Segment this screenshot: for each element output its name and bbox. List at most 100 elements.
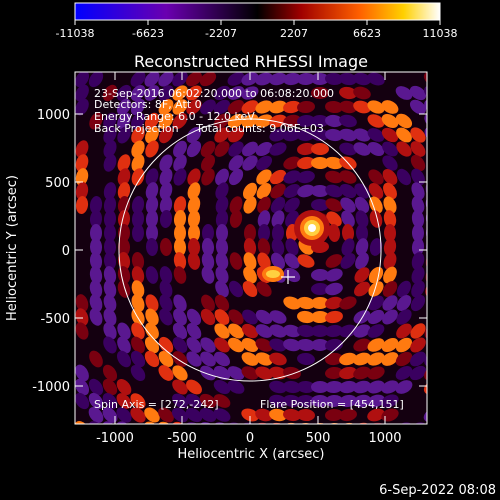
positive-lobe <box>257 196 271 214</box>
negative-lobe <box>130 98 146 116</box>
positive-lobe <box>269 100 287 114</box>
negative-lobe <box>173 294 187 312</box>
negative-lobe <box>75 72 90 88</box>
positive-lobe <box>172 85 188 101</box>
negative-lobe <box>103 140 117 158</box>
positive-lobe <box>297 310 315 324</box>
negative-lobe <box>395 366 413 380</box>
negative-lobe <box>271 238 285 256</box>
positive-lobe <box>383 224 397 242</box>
positive-lobe <box>383 238 397 256</box>
x-tick-label: -1000 <box>96 431 134 446</box>
negative-lobe <box>228 141 244 157</box>
positive-lobe <box>353 352 371 366</box>
negative-lobe <box>353 128 371 142</box>
negative-lobe <box>145 196 159 214</box>
positive-lobe <box>381 100 399 114</box>
positive-lobe <box>187 224 201 242</box>
negative-lobe <box>103 224 117 242</box>
negative-lobe <box>213 408 231 422</box>
negative-lobe <box>425 224 427 242</box>
negative-lobe <box>215 224 229 242</box>
negative-lobe <box>158 85 174 101</box>
negative-lobe <box>355 238 369 256</box>
positive-lobe <box>145 308 159 326</box>
negative-lobe <box>283 184 301 198</box>
positive-lobe <box>102 84 118 102</box>
negative-lobe <box>186 322 202 340</box>
negative-lobe <box>297 380 315 394</box>
negative-lobe <box>213 85 231 101</box>
positive-lobe <box>326 211 342 227</box>
negative-lobe <box>311 184 329 198</box>
negative-lobe <box>185 393 203 409</box>
negative-lobe <box>283 380 301 394</box>
negative-lobe <box>159 182 173 200</box>
positive-lobe <box>367 100 385 114</box>
positive-lobe <box>381 114 399 128</box>
positive-lobe <box>229 252 243 270</box>
positive-lobe <box>297 254 315 268</box>
positive-lobe <box>228 127 244 143</box>
colorbar-tick-label: 11038 <box>423 27 458 40</box>
negative-lobe <box>381 394 399 408</box>
negative-lobe <box>103 154 117 172</box>
positive-lobe <box>75 182 89 200</box>
negative-lobe <box>228 280 244 298</box>
positive-lobe <box>187 210 201 228</box>
negative-lobe <box>186 351 202 367</box>
positive-lobe <box>311 156 329 170</box>
positive-lobe <box>145 126 159 144</box>
negative-lobe <box>396 295 412 311</box>
negative-lobe <box>369 238 383 256</box>
x-tick-label: 1000 <box>368 431 401 446</box>
negative-lobe <box>311 72 329 86</box>
positive-lobe <box>116 393 132 409</box>
positive-lobe <box>117 196 131 214</box>
positive-lobe <box>117 168 131 186</box>
positive-lobe <box>269 352 287 366</box>
negative-lobe <box>103 182 117 200</box>
positive-lobe <box>325 296 343 310</box>
negative-lobe <box>200 351 216 367</box>
negative-lobe <box>227 86 245 100</box>
negative-lobe <box>200 337 216 353</box>
negative-lobe <box>257 210 271 228</box>
negative-lobe <box>213 99 231 115</box>
negative-lobe <box>269 338 287 352</box>
negative-lobe <box>201 252 215 270</box>
positive-lobe <box>241 100 259 114</box>
positive-lobe <box>243 266 257 284</box>
negative-lobe <box>340 253 356 269</box>
colorbar: -11038 -6623 -2207 2207 6623 11038 <box>56 2 458 40</box>
negative-lobe <box>283 324 301 338</box>
negative-lobe <box>89 196 103 214</box>
positive-lobe <box>410 141 426 157</box>
positive-lobe <box>381 337 399 353</box>
negative-lobe <box>173 154 187 172</box>
negative-lobe <box>271 224 285 242</box>
positive-lobe <box>242 182 258 200</box>
positive-lobe <box>214 323 230 339</box>
positive-lobe <box>243 252 257 270</box>
positive-lobe <box>297 100 315 114</box>
colorbar-tick-label: -11038 <box>56 27 95 40</box>
negative-lobe <box>297 352 315 366</box>
positive-lobe <box>186 72 202 87</box>
negative-lobe <box>367 324 385 338</box>
positive-lobe <box>297 408 315 422</box>
negative-lobe <box>411 252 425 270</box>
positive-lobe <box>255 352 273 366</box>
spin-axis-label: Spin Axis = [272,-242] <box>94 398 219 411</box>
positive-lobe <box>353 100 371 114</box>
positive-lobe <box>173 224 187 242</box>
positive-lobe <box>255 366 273 380</box>
negative-lobe <box>255 155 273 171</box>
plot-frame <box>74 71 428 425</box>
negative-lobe <box>411 238 425 256</box>
negative-lobe <box>283 170 301 184</box>
negative-lobe <box>325 72 343 86</box>
negative-lobe <box>271 210 285 228</box>
positive-lobe <box>89 350 103 368</box>
negative-lobe <box>353 142 371 156</box>
